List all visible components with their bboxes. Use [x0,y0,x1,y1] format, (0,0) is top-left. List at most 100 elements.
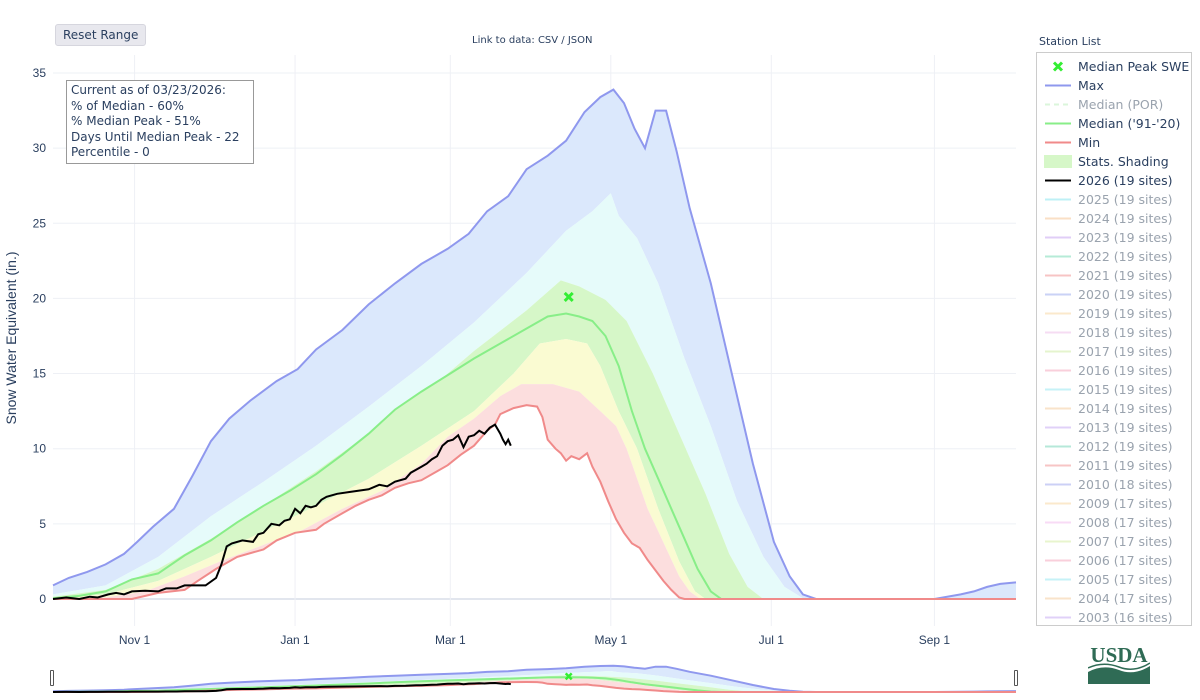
x-tick-label: Nov 1 [119,633,151,647]
current-as-of: Current as of 03/23/2026: [71,83,226,97]
legend-symbol [1045,540,1071,543]
legend-item[interactable]: 2014 (19 sites) [1037,399,1191,418]
minimap-peak-marker [564,672,573,681]
reset-range-button[interactable]: Reset Range [55,24,147,46]
y-tick-label: 30 [33,141,47,155]
minimap-line-median [52,676,1016,693]
legend-item[interactable]: 2026 (19 sites) [1037,171,1191,190]
legend-symbol [1045,350,1071,353]
legend-item[interactable]: Stats. Shading [1037,152,1191,171]
legend-label: 2007 (17 sites) [1078,534,1173,549]
legend-item[interactable]: 2013 (19 sites) [1037,418,1191,437]
data-link: Link to data: CSV / JSON [472,35,593,46]
minimap-band-mid [53,675,1016,692]
legend-symbol [1045,122,1071,125]
legend-item[interactable]: 2024 (19 sites) [1037,209,1191,228]
legend-item[interactable]: 2023 (19 sites) [1037,228,1191,247]
x-tick-label: Sep 1 [919,633,951,647]
legend-item[interactable]: 2018 (19 sites) [1037,323,1191,342]
legend-item[interactable]: Max [1037,76,1191,95]
legend-label: 2012 (19 sites) [1078,439,1173,454]
median-peak-marker [563,291,574,302]
legend-label: 2005 (17 sites) [1078,572,1173,587]
y-tick-label: 20 [33,291,47,305]
legend-symbol [1045,426,1071,429]
legend-item[interactable]: 2021 (19 sites) [1037,266,1191,285]
legend-item[interactable]: Median Peak SWE [1037,57,1191,76]
y-tick-label: 0 [39,592,46,606]
chart-stat-fills [53,89,1016,599]
range-slider-right-handle[interactable] [1014,670,1018,686]
legend-item[interactable]: Min [1037,133,1191,152]
legend-symbol [1045,293,1071,296]
legend-item[interactable]: 2007 (17 sites) [1037,532,1191,551]
legend-label: 2014 (19 sites) [1078,401,1173,416]
legend-item[interactable]: 2012 (19 sites) [1037,437,1191,456]
legend-label: 2026 (19 sites) [1078,173,1173,188]
band-max-p90 [53,89,1016,599]
legend-label: 2020 (19 sites) [1078,287,1173,302]
range-slider-left-handle[interactable] [50,670,54,686]
legend-symbol [1045,578,1071,581]
y-tick-label: 35 [33,66,47,80]
legend-symbol [1045,521,1071,524]
y-tick-label: 15 [33,367,47,381]
legend-item[interactable]: 2019 (19 sites) [1037,304,1191,323]
json-link[interactable]: JSON [567,35,593,46]
legend-item[interactable]: 2017 (19 sites) [1037,342,1191,361]
data-link-separator: / [558,35,568,46]
x-tick-label: Jul 1 [759,633,785,647]
legend-item[interactable]: 2016 (19 sites) [1037,361,1191,380]
legend-symbol [1045,597,1071,600]
minimap-band-p90 [53,671,1016,692]
band-p90-p70 [53,193,1016,599]
chart-series-lines [52,88,1017,601]
legend-symbol [1045,559,1071,562]
legend-label: 2025 (19 sites) [1078,192,1173,207]
legend-item[interactable]: 2003 (16 sites) [1037,608,1191,625]
legend-item[interactable]: 2020 (19 sites) [1037,285,1191,304]
range-slider-minimap[interactable] [52,664,1017,694]
legend-symbol [1045,141,1071,144]
legend-label: 2009 (17 sites) [1078,496,1173,511]
x-axis-ticks: Nov 1 Jan 1 Mar 1 May 1 Jul 1 Sep 1 [119,633,951,647]
legend-item[interactable]: Median ('91-'20) [1037,114,1191,133]
legend-symbol [1045,407,1071,410]
legend-label: Median ('91-'20) [1078,116,1181,131]
percentile: Percentile - 0 [71,145,150,159]
legend-item[interactable]: 2004 (17 sites) [1037,589,1191,608]
legend-item[interactable]: 2008 (17 sites) [1037,513,1191,532]
series-line-min [53,404,1016,600]
legend-symbol [1045,103,1071,106]
legend-symbol [1052,61,1064,72]
legend-item[interactable]: 2011 (19 sites) [1037,456,1191,475]
legend-item[interactable]: 2025 (19 sites) [1037,190,1191,209]
y-tick-label: 5 [39,517,46,531]
x-tick-label: Mar 1 [435,633,466,647]
series-line-median [52,312,1016,600]
legend-item[interactable]: Median (POR) [1037,95,1191,114]
legend-item[interactable]: 2010 (18 sites) [1037,475,1191,494]
usda-logo: USDA [1088,643,1150,684]
legend-label: 2018 (19 sites) [1078,325,1173,340]
legend-label: 2013 (19 sites) [1078,420,1173,435]
legend-symbol [1045,445,1071,448]
legend-symbol [1045,179,1071,182]
legend-label: Median Peak SWE [1078,59,1190,74]
csv-link[interactable]: CSV [537,35,559,46]
legend-item[interactable]: 2006 (17 sites) [1037,551,1191,570]
legend-item[interactable]: 2005 (17 sites) [1037,570,1191,589]
y-tick-label: 10 [33,442,47,456]
series-line-2026 [52,423,512,601]
legend-label: 2010 (18 sites) [1078,477,1173,492]
legend-label: 2015 (19 sites) [1078,382,1173,397]
legend-item[interactable]: 2009 (17 sites) [1037,494,1191,513]
legend-item[interactable]: 2015 (19 sites) [1037,380,1191,399]
legend-box-icon [1044,155,1072,168]
legend-symbol [1045,217,1071,220]
legend-label: 2021 (19 sites) [1078,268,1173,283]
legend-item[interactable]: 2022 (19 sites) [1037,247,1191,266]
legend-label: 2004 (17 sites) [1078,591,1173,606]
legend-title: Station List [1039,35,1101,48]
